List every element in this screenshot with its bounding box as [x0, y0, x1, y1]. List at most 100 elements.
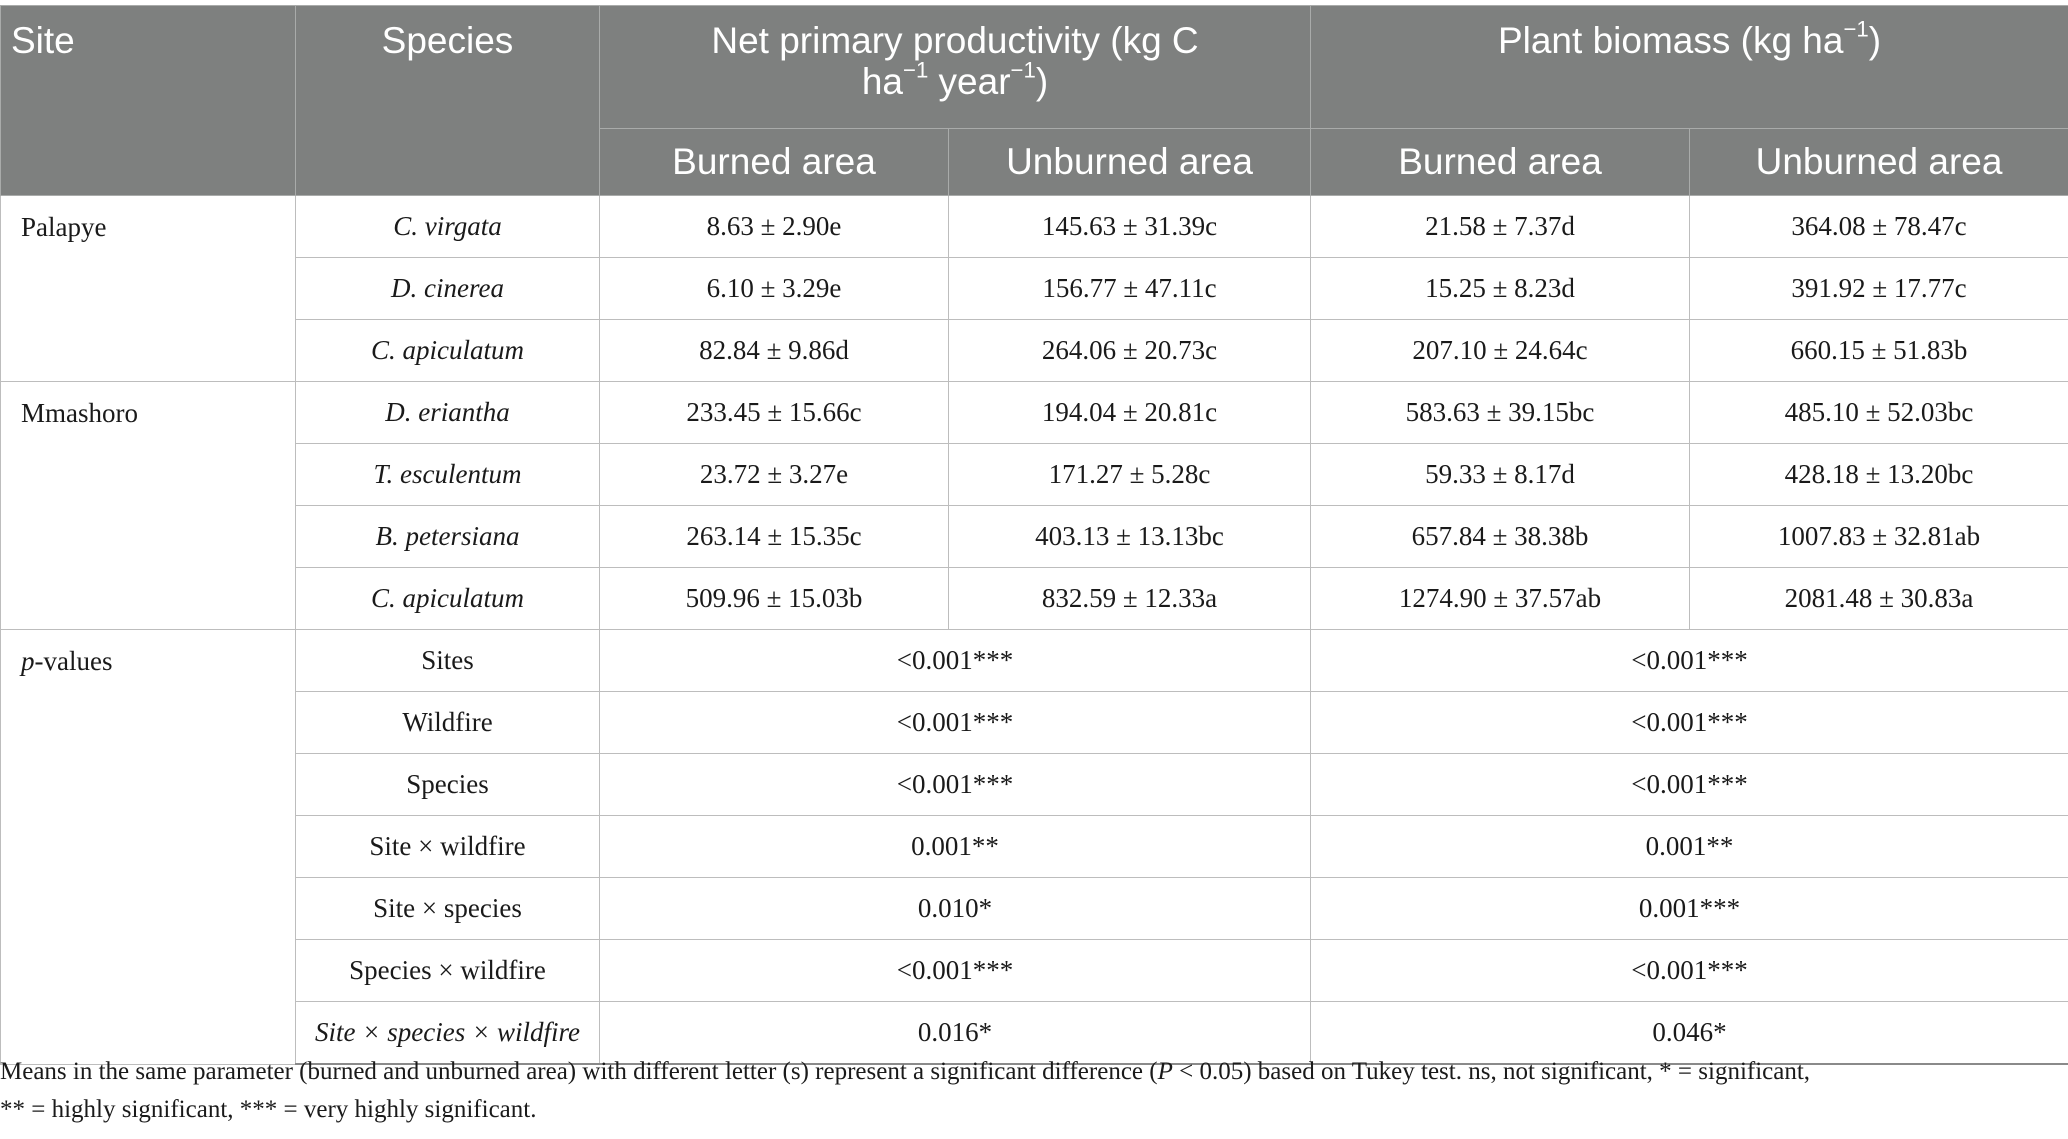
pvalues-label-italic: p	[21, 646, 35, 676]
biomass-burned-header: Burned area	[1310, 128, 1691, 196]
site-cell-mmashoro: Mmashoro	[0, 381, 296, 630]
biomass-header-end: )	[1868, 20, 1882, 61]
factor-cell: Site × wildfire	[295, 815, 600, 878]
biomass-burned-cell: 657.84 ± 38.38b	[1310, 505, 1691, 568]
npp-unburned-cell: 403.13 ± 13.13bc	[947, 505, 1312, 568]
biomass-unburned-cell: 428.18 ± 13.20bc	[1689, 443, 2068, 506]
npp-burned-cell: 23.72 ± 3.27e	[599, 443, 949, 506]
footnote-part2: < 0.05) based on Tukey test. ns, not sig…	[1172, 1058, 1811, 1085]
table-row: C. apiculatum 509.96 ± 15.03b 832.59 ± 1…	[1, 567, 2068, 630]
table-row: Site × wildfire 0.001** 0.001**	[1, 815, 2068, 878]
results-table: Site Species Net primary productivity (k…	[0, 5, 2068, 1065]
table-row: Species × wildfire <0.001*** <0.001***	[1, 939, 2068, 1002]
npp-unburned-cell: 171.27 ± 5.28c	[947, 443, 1312, 506]
npp-unburned-cell: 156.77 ± 47.11c	[947, 257, 1312, 320]
table-footnote: Means in the same parameter (burned and …	[0, 1053, 2030, 1129]
factor-cell: Species × wildfire	[295, 939, 600, 1002]
table-row: p-values Sites <0.001*** <0.001***	[0, 629, 2068, 1065]
biomass-pvalue-cell: <0.001***	[1310, 939, 2068, 1002]
species-cell: C. apiculatum	[295, 567, 600, 630]
biomass-pvalue-cell: <0.001***	[1310, 753, 2068, 816]
species-cell: B. petersiana	[295, 505, 600, 568]
biomass-burned-cell: 1274.90 ± 37.57ab	[1310, 567, 1691, 630]
biomass-pvalue-cell: <0.001***	[1310, 629, 2068, 692]
biomass-burned-cell: 15.25 ± 8.23d	[1310, 257, 1691, 320]
biomass-unburned-cell: 1007.83 ± 32.81ab	[1689, 505, 2068, 568]
biomass-unburned-cell: 2081.48 ± 30.83a	[1689, 567, 2068, 630]
table-row: Species <0.001*** <0.001***	[1, 753, 2068, 816]
npp-burned-cell: 82.84 ± 9.86d	[599, 319, 949, 382]
npp-header-unit-ha: ha	[861, 61, 903, 103]
factor-cell: Site × species	[295, 877, 600, 940]
npp-unburned-cell: 832.59 ± 12.33a	[947, 567, 1312, 630]
npp-burned-cell: 8.63 ± 2.90e	[599, 195, 949, 258]
site-cell-palapye: Palapye	[0, 195, 296, 382]
npp-header-unit-end: )	[1035, 61, 1049, 103]
npp-unburned-cell: 194.04 ± 20.81c	[947, 381, 1312, 444]
factor-cell: Species	[295, 753, 600, 816]
npp-header-unit-year: year	[928, 61, 1011, 103]
biomass-burned-cell: 21.58 ± 7.37d	[1310, 195, 1691, 258]
biomass-header-sup: −1	[1843, 16, 1869, 42]
biomass-unburned-header: Unburned area	[1689, 128, 2068, 196]
biomass-unburned-cell: 391.92 ± 17.77c	[1689, 257, 2068, 320]
biomass-pvalue-cell: 0.001***	[1310, 877, 2068, 940]
species-cell: C. apiculatum	[295, 319, 600, 382]
factor-cell: Wildfire	[295, 691, 600, 754]
species-cell: D. eriantha	[295, 381, 600, 444]
table-row: Site × species × wildfire 0.016* 0.046*	[1, 1001, 2068, 1065]
biomass-pvalue-cell: 0.046*	[1310, 1001, 2068, 1065]
npp-burned-cell: 509.96 ± 15.03b	[599, 567, 949, 630]
biomass-burned-cell: 583.63 ± 39.15bc	[1310, 381, 1691, 444]
table-row: Wildfire <0.001*** <0.001***	[1, 691, 2068, 754]
biomass-burned-cell: 59.33 ± 8.17d	[1310, 443, 1691, 506]
factor-cell: Site × species × wildfire	[295, 1001, 600, 1065]
npp-burned-header: Burned area	[599, 128, 949, 196]
npp-burned-cell: 6.10 ± 3.29e	[599, 257, 949, 320]
biomass-unburned-cell: 485.10 ± 52.03bc	[1689, 381, 2068, 444]
table-row: D. cinerea 6.10 ± 3.29e 156.77 ± 47.11c …	[1, 257, 2068, 320]
npp-burned-cell: 263.14 ± 15.35c	[599, 505, 949, 568]
npp-pvalue-cell: 0.001**	[598, 815, 1312, 878]
table-row: C. apiculatum 82.84 ± 9.86d 264.06 ± 20.…	[1, 319, 2068, 382]
npp-header-unit-ha-sup: −1	[902, 57, 929, 83]
table-row: B. petersiana 263.14 ± 15.35c 403.13 ± 1…	[1, 505, 2068, 568]
npp-burned-cell: 233.45 ± 15.66c	[599, 381, 949, 444]
npp-pvalue-cell: 0.016*	[598, 1001, 1312, 1065]
biomass-burned-cell: 207.10 ± 24.64c	[1310, 319, 1691, 382]
factor-cell: Sites	[295, 629, 600, 692]
npp-header-unit-year-sup: −1	[1010, 57, 1036, 83]
species-header: Species	[295, 5, 600, 196]
biomass-pvalue-cell: 0.001**	[1310, 815, 2068, 878]
table-row: Palapye C. virgata 8.63 ± 2.90e 145.63 ±…	[0, 195, 2068, 382]
species-cell: D. cinerea	[295, 257, 600, 320]
biomass-unburned-cell: 660.15 ± 51.83b	[1689, 319, 2068, 382]
npp-unburned-header: Unburned area	[947, 128, 1312, 196]
footnote-line2: ** = highly significant, *** = very high…	[0, 1096, 537, 1123]
npp-header-line1: Net primary productivity (kg C	[711, 20, 1199, 61]
npp-pvalue-cell: <0.001***	[598, 939, 1312, 1002]
table-row: Site × species 0.010* 0.001***	[1, 877, 2068, 940]
npp-pvalue-cell: <0.001***	[598, 629, 1312, 692]
pvalues-label-rest: -values	[34, 646, 113, 676]
table-header: Site Species Net primary productivity (k…	[0, 5, 2068, 196]
footnote-part1: Means in the same parameter (burned and …	[0, 1058, 1158, 1085]
biomass-unburned-cell: 364.08 ± 78.47c	[1689, 195, 2068, 258]
npp-pvalue-cell: <0.001***	[598, 753, 1312, 816]
biomass-header: Plant biomass (kg ha−1)	[1310, 5, 2068, 129]
npp-unburned-cell: 264.06 ± 20.73c	[947, 319, 1312, 382]
species-cell: C. virgata	[295, 195, 600, 258]
footnote-p-italic: P	[1157, 1058, 1173, 1085]
npp-unburned-cell: 145.63 ± 31.39c	[947, 195, 1312, 258]
npp-pvalue-cell: <0.001***	[598, 691, 1312, 754]
site-header: Site	[0, 5, 296, 196]
biomass-header-text: Plant biomass (kg ha	[1497, 20, 1844, 61]
npp-pvalue-cell: 0.010*	[598, 877, 1312, 940]
biomass-pvalue-cell: <0.001***	[1310, 691, 2068, 754]
table-row: Mmashoro D. eriantha 233.45 ± 15.66c 194…	[0, 381, 2068, 630]
species-cell: T. esculentum	[295, 443, 600, 506]
table-row: T. esculentum 23.72 ± 3.27e 171.27 ± 5.2…	[1, 443, 2068, 506]
table-body: Palapye C. virgata 8.63 ± 2.90e 145.63 ±…	[0, 195, 2068, 1065]
pvalues-label-cell: p-values	[0, 629, 296, 1065]
